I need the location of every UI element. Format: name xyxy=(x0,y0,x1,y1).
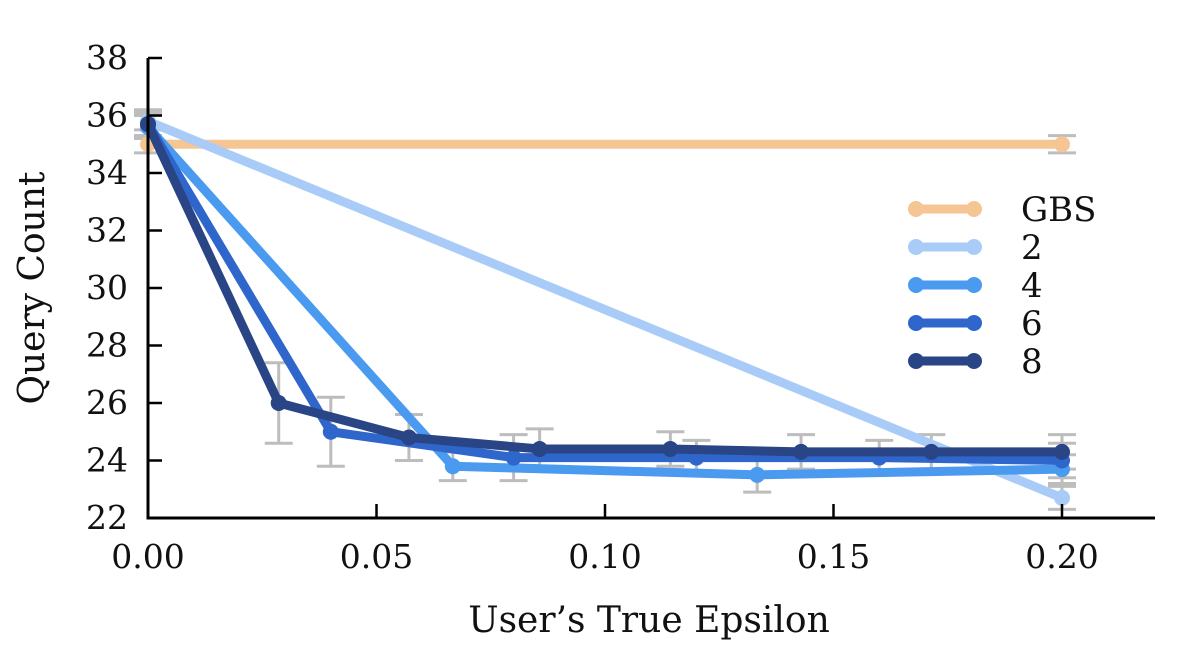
series-line xyxy=(143,119,1067,457)
y-tick-label: 36 xyxy=(86,96,128,135)
series-line xyxy=(143,119,1067,465)
series-8 xyxy=(140,116,1070,460)
y-tick-label: 32 xyxy=(86,211,128,250)
legend-marker xyxy=(966,239,982,255)
legend-item: 2 xyxy=(908,228,1043,268)
legend-item: GBS xyxy=(908,190,1096,230)
y-tick-label: 30 xyxy=(86,268,128,307)
legend-label: 6 xyxy=(1021,304,1043,344)
legend-marker xyxy=(908,239,924,255)
data-point xyxy=(923,443,940,460)
y-tick-label: 34 xyxy=(86,153,128,192)
x-tick-label: 0.10 xyxy=(568,537,641,576)
legend-item: 4 xyxy=(908,266,1043,306)
legend-marker xyxy=(966,315,982,331)
x-tick-label: 0.00 xyxy=(111,537,184,576)
data-point xyxy=(793,443,810,460)
legend-item: 6 xyxy=(908,304,1043,344)
data-point xyxy=(1054,489,1070,506)
x-ticks: 0.00 0.05 0.10 0.15 0.20 xyxy=(111,504,1099,576)
legend-marker xyxy=(966,201,982,217)
data-point xyxy=(270,395,287,411)
data-point xyxy=(322,423,339,440)
y-tick-label: 38 xyxy=(86,38,128,77)
y-tick-label: 26 xyxy=(86,383,128,422)
legend-label: 8 xyxy=(1021,342,1043,382)
data-point xyxy=(531,441,548,457)
data-point xyxy=(1054,136,1070,153)
legend-marker xyxy=(966,353,982,369)
x-tick-label: 0.15 xyxy=(797,537,870,576)
series-lines xyxy=(140,113,1070,506)
y-ticks: 22 24 26 28 30 32 34 36 38 xyxy=(86,38,162,537)
x-axis-label: User’s True Epsilon xyxy=(468,600,830,641)
legend-marker xyxy=(908,277,924,293)
legend-marker xyxy=(966,277,982,293)
data-point xyxy=(400,429,417,446)
x-tick-label: 0.05 xyxy=(340,537,413,576)
legend-label: 2 xyxy=(1021,228,1043,268)
data-point xyxy=(444,458,461,475)
data-point xyxy=(749,466,766,483)
y-tick-label: 22 xyxy=(86,498,128,537)
data-point xyxy=(662,441,679,457)
y-tick-label: 28 xyxy=(86,326,128,365)
legend-marker xyxy=(908,201,924,217)
series-gbs xyxy=(140,136,1070,153)
x-tick-label: 0.20 xyxy=(1025,537,1098,576)
series-line xyxy=(143,122,1067,480)
data-point xyxy=(505,449,522,466)
legend-label: 4 xyxy=(1021,266,1043,306)
y-axis-label: Query Count xyxy=(12,171,53,405)
legend-label: GBS xyxy=(1021,190,1096,230)
data-point xyxy=(1054,443,1070,460)
legend-marker xyxy=(908,353,924,369)
y-tick-label: 24 xyxy=(86,441,128,480)
legend-marker xyxy=(908,315,924,331)
legend-item: 8 xyxy=(908,342,1043,382)
series-line xyxy=(143,116,1067,503)
